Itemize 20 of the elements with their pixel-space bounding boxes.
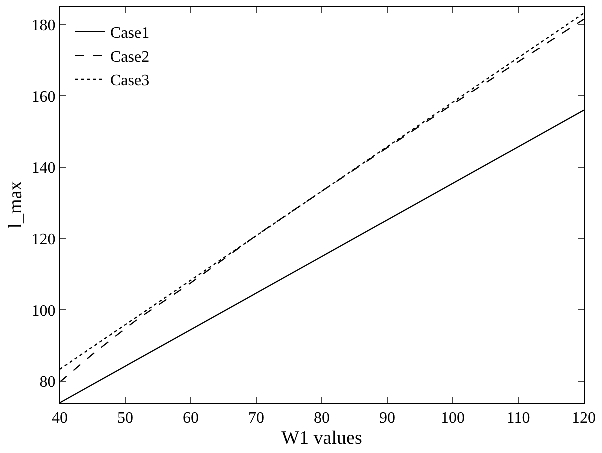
- x-tick-label: 110: [506, 410, 530, 428]
- x-tick-label: 50: [118, 410, 134, 428]
- y-tick-label: 160: [32, 88, 56, 106]
- y-tick-label: 140: [32, 160, 56, 178]
- x-tick-label: 70: [248, 410, 264, 428]
- y-axis-title: l_max: [6, 180, 27, 229]
- y-tick-label: 180: [32, 17, 56, 34]
- legend-label: Case2: [110, 48, 150, 66]
- y-tick-label: 80: [40, 374, 56, 392]
- y-tick-label: 100: [32, 302, 56, 320]
- y-tick-label: 120: [32, 231, 56, 248]
- x-tick-label: 60: [183, 410, 199, 428]
- legend-label: Case3: [110, 72, 150, 90]
- x-tick-label: 120: [572, 410, 596, 428]
- x-tick-label: 40: [52, 410, 68, 428]
- x-tick-label: 100: [441, 410, 465, 428]
- legend-label: Case1: [110, 25, 150, 42]
- x-axis-title: W1 values: [282, 428, 362, 449]
- x-tick-label: 90: [380, 410, 396, 428]
- x-tick-label: 80: [314, 410, 330, 428]
